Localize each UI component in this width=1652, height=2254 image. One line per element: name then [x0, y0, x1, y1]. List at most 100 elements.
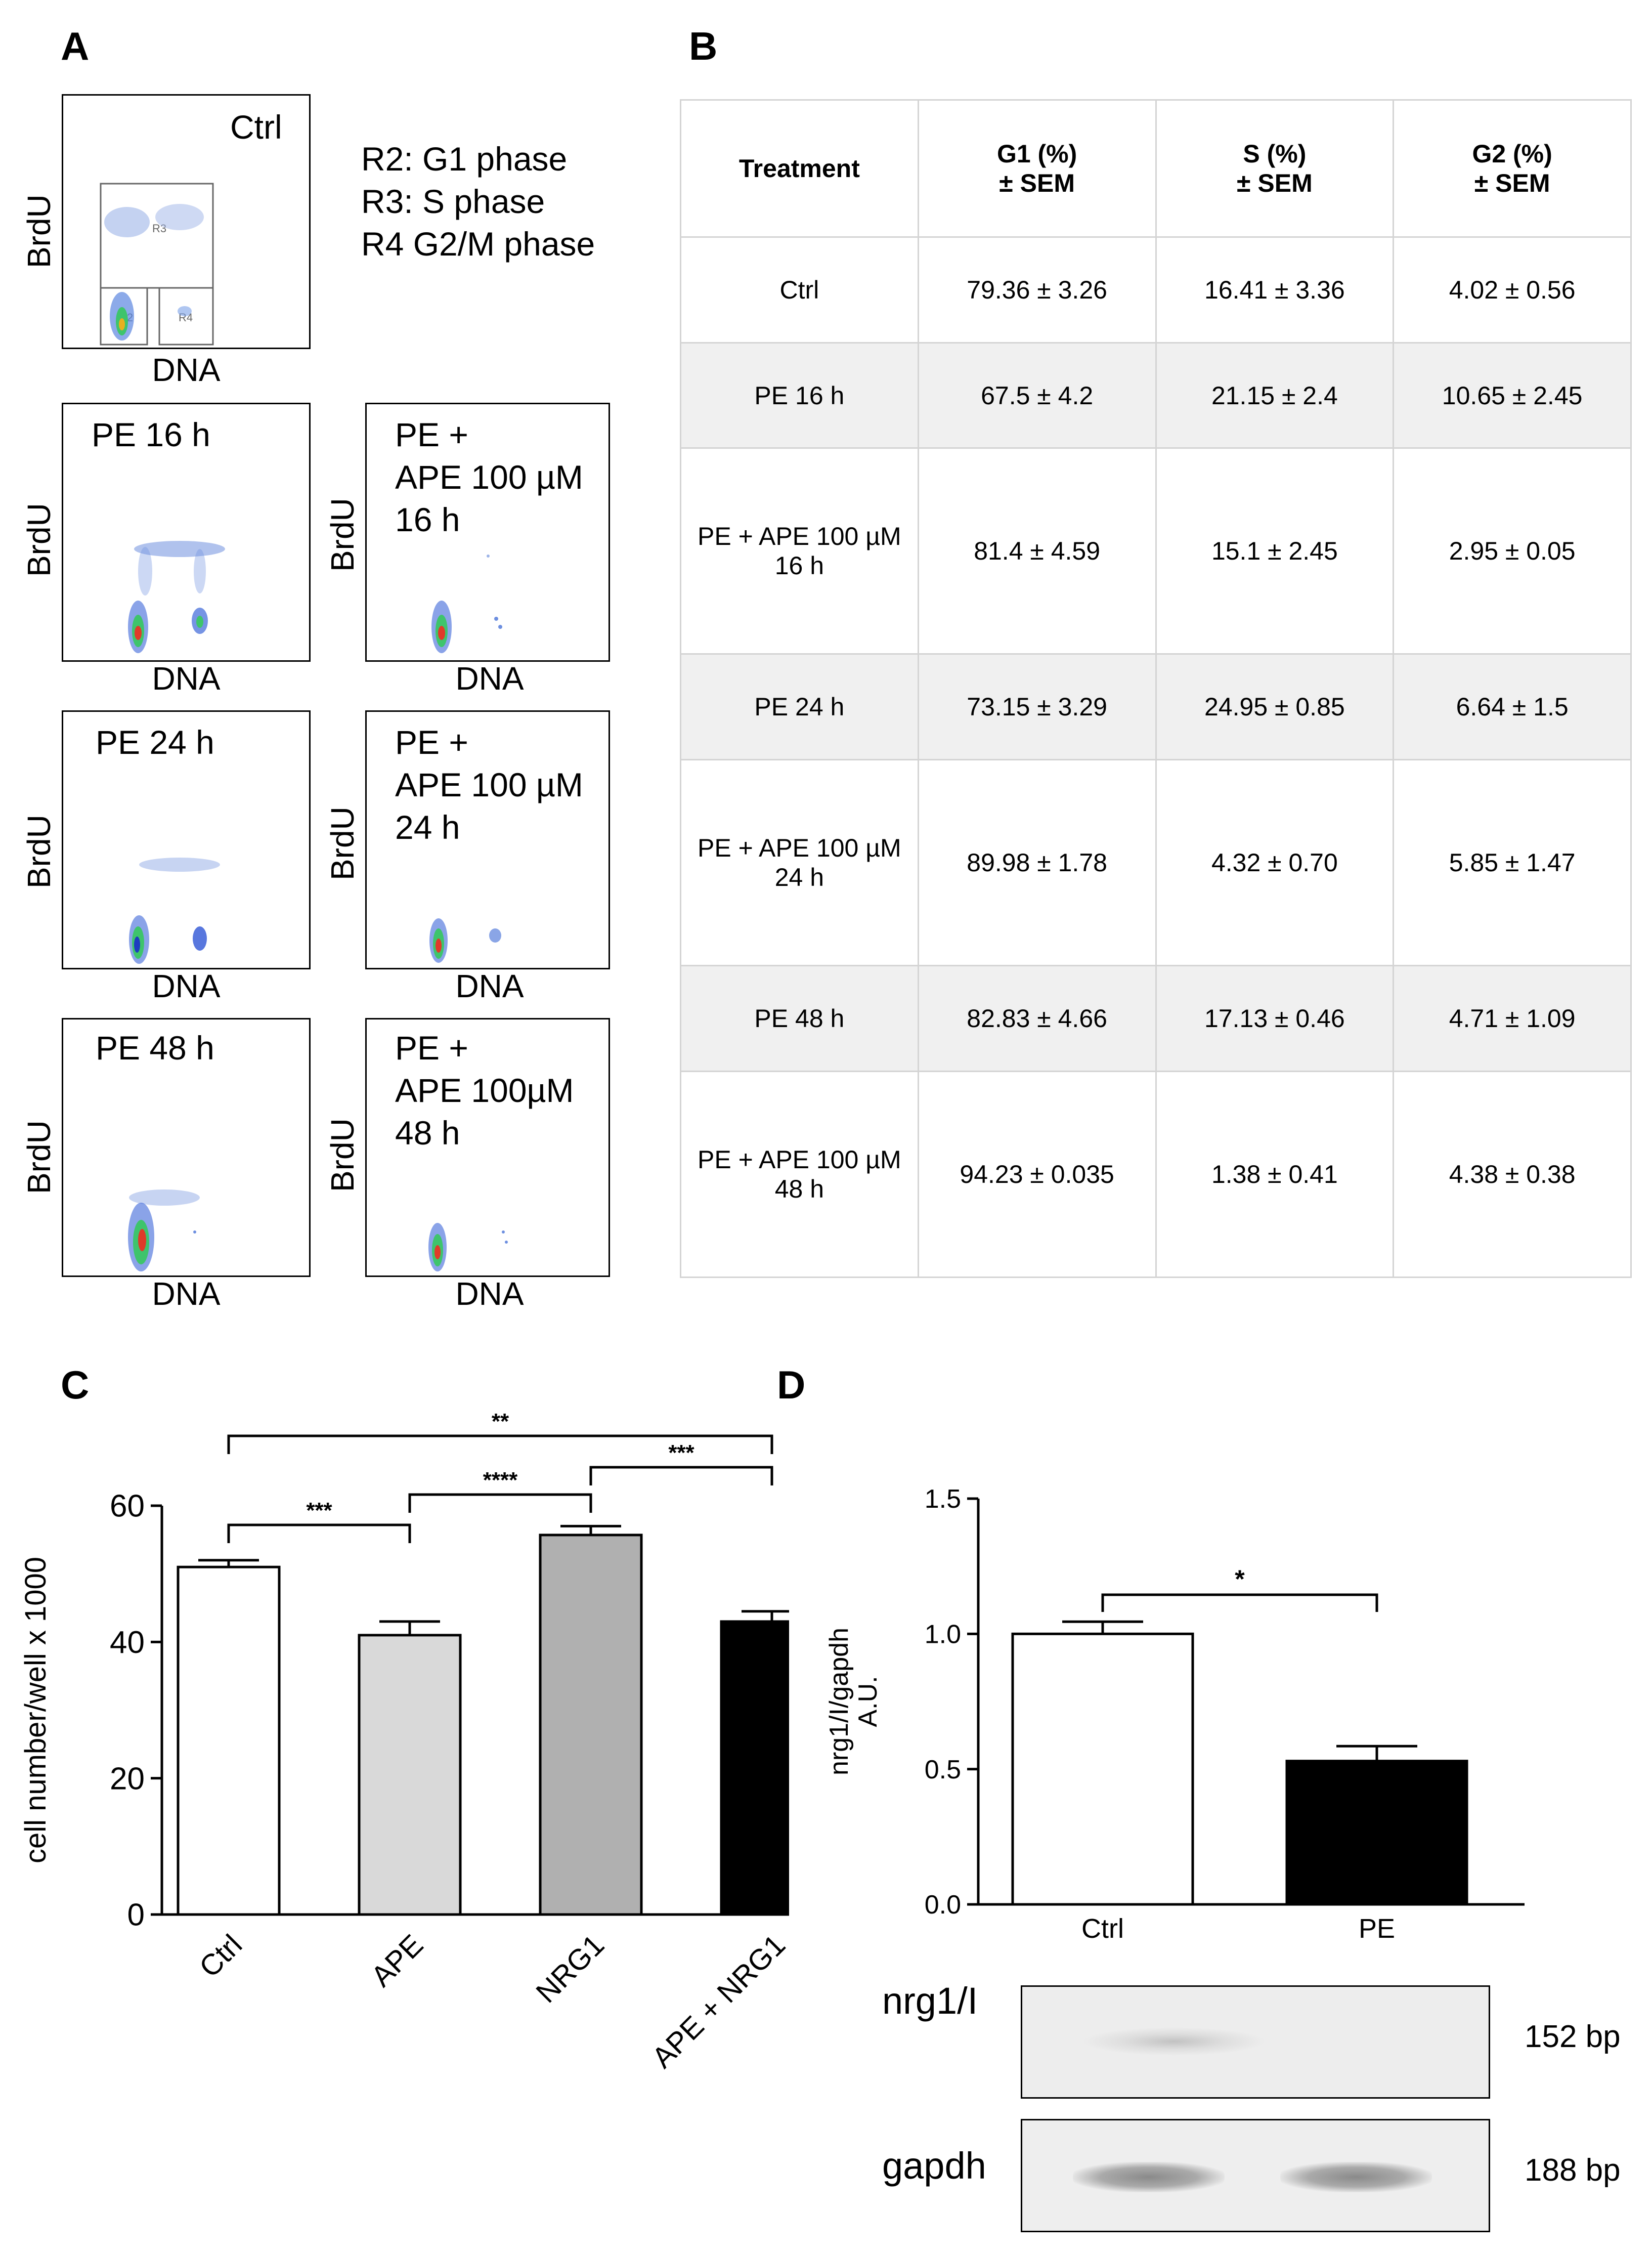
y-tick-label: 1.5	[925, 1484, 961, 1514]
bar-nrg1	[539, 1534, 643, 1916]
x-tick-label: APE	[365, 1928, 429, 1993]
flow-scatter	[429, 918, 501, 963]
header-treatment: Treatment	[680, 99, 919, 238]
flow-plot-title: Ctrl	[230, 108, 282, 146]
axis-label-x: DNA	[152, 968, 221, 1004]
y-axis-label: nrg1/I/gapdhA.U.	[824, 1628, 883, 1775]
axis-label-x: DNA	[152, 1275, 221, 1312]
gel-lane-gapdh	[1021, 2119, 1490, 2232]
panel-label-a: A	[61, 24, 90, 68]
panel-label-c: C	[61, 1363, 90, 1407]
significance-label: ***	[668, 1440, 694, 1465]
flow-plot-pe-ape-24h: PE + APE 100 µM 24 h	[365, 710, 610, 969]
y-tick-label: 0.5	[925, 1755, 961, 1784]
axis-label-y: BrdU	[324, 806, 361, 880]
bar-ape	[358, 1634, 462, 1916]
flow-scatter	[128, 541, 225, 653]
axis-label-y: BrdU	[324, 498, 361, 572]
flow-scatter: R3 R2 R4	[100, 183, 214, 346]
flow-plot-title: PE 48 h	[96, 1029, 214, 1067]
cell-treatment: PE 48 h	[680, 965, 919, 1072]
gate-r4	[158, 287, 214, 346]
y-axis-label: cell number/well x 1000	[19, 1557, 52, 1863]
gel-band-ctrl	[1073, 2162, 1225, 2192]
table-header-row: Treatment G1 (%) ± SEM S (%) ± SEM G2 (%…	[680, 99, 1632, 238]
header-s: S (%) ± SEM	[1155, 99, 1395, 238]
panel-label-b: B	[689, 24, 718, 68]
legend-r3: R3: S phase	[361, 183, 545, 220]
cell-s: 1.38 ± 0.41	[1155, 1070, 1395, 1279]
cell-g1: 79.36 ± 3.26	[917, 236, 1157, 344]
axis-label-x: DNA	[455, 1275, 524, 1312]
flow-plot-title: PE + APE 100 µM 16 h	[395, 416, 583, 538]
bar-pe	[1285, 1760, 1468, 1906]
cell-s: 21.15 ± 2.4	[1155, 342, 1395, 449]
flow-scatter	[129, 858, 220, 964]
cell-g2: 6.64 ± 1.5	[1393, 653, 1632, 761]
cell-g1: 81.4 ± 4.59	[917, 447, 1157, 655]
y-tick-label: 1.0	[925, 1620, 961, 1649]
cell-treatment: PE + APE 100 µM 24 h	[680, 759, 919, 967]
axis-label-x: DNA	[152, 352, 221, 388]
gate-r3	[100, 183, 214, 289]
y-tick-label: 60	[110, 1489, 145, 1524]
significance-label: ***	[306, 1498, 332, 1523]
gate-r2	[100, 287, 148, 346]
flow-plot-title: PE 16 h	[92, 416, 210, 453]
flow-plot-pe-16h: PE 16 h	[62, 403, 311, 662]
flow-plot-title: PE + APE 100 µM 24 h	[395, 724, 583, 846]
gel-label-gapdh: gapdh	[882, 2145, 986, 2187]
flow-plot-ctrl: Ctrl R3 R2 R4	[62, 94, 311, 349]
bar-ctrl	[1011, 1632, 1194, 1906]
cell-g2: 4.38 ± 0.38	[1393, 1070, 1632, 1279]
axis-label-x: DNA	[152, 660, 221, 697]
significance-bracket	[227, 1434, 773, 1454]
x-tick-label: Ctrl	[193, 1928, 248, 1984]
significance-label: **	[492, 1409, 509, 1434]
cell-treatment: PE + APE 100 µM 48 h	[680, 1070, 919, 1279]
significance-bracket	[1101, 1593, 1378, 1612]
table-row: PE 24 h 73.15 ± 3.29 24.95 ± 0.85 6.64 ±…	[680, 653, 1632, 761]
significance-bracket	[589, 1466, 773, 1485]
axis-label-y: BrdU	[21, 1120, 57, 1194]
gel-size-gapdh: 188 bp	[1525, 2153, 1621, 2188]
cell-g2: 2.95 ± 0.05	[1393, 447, 1632, 655]
table-row: PE + APE 100 µM 16 h 81.4 ± 4.59 15.1 ± …	[680, 447, 1632, 655]
gel-size-nrg1: 152 bp	[1525, 2019, 1621, 2054]
table-row: PE + APE 100 µM 24 h 89.98 ± 1.78 4.32 ±…	[680, 759, 1632, 967]
header-g2: G2 (%) ± SEM	[1393, 99, 1632, 238]
flow-scatter	[128, 1189, 200, 1271]
significance-label: *	[1235, 1565, 1245, 1593]
axis-label-x: DNA	[455, 660, 524, 697]
axis-label-y: BrdU	[324, 1118, 361, 1192]
cell-g2: 4.71 ± 1.09	[1393, 965, 1632, 1072]
cell-s: 17.13 ± 0.46	[1155, 965, 1395, 1072]
cell-s: 16.41 ± 3.36	[1155, 236, 1395, 344]
cell-treatment: PE 16 h	[680, 342, 919, 449]
bar-chart-d: 0.0 0.5 1.0 1.5 nrg1/I/gapdhA.U. Ctrl PE *	[824, 1484, 1525, 1944]
bar-chart-c: 0 20 40 60 cell number/well x 1000 Ctrl APE NRG…	[19, 1409, 789, 2074]
cell-g1: 94.23 ± 0.035	[917, 1070, 1157, 1279]
flow-scatter	[428, 1223, 508, 1271]
y-tick-label: 20	[110, 1761, 145, 1796]
flow-plot-pe-ape-16h: PE + APE 100 µM 16 h	[365, 403, 610, 662]
flow-plot-title: PE 24 h	[96, 724, 214, 761]
table-row: Ctrl 79.36 ± 3.26 16.41 ± 3.36 4.02 ± 0.…	[680, 236, 1632, 344]
gel-lane-nrg1	[1021, 1985, 1490, 2099]
table-row: PE 16 h 67.5 ± 4.2 21.15 ± 2.4 10.65 ± 2…	[680, 342, 1632, 449]
legend-r2: R2: G1 phase	[361, 140, 568, 178]
gel-label-nrg1: nrg1/I	[882, 1980, 978, 2022]
cell-g1: 82.83 ± 4.66	[917, 965, 1157, 1072]
flow-plot-pe-48h: PE 48 h	[62, 1018, 311, 1277]
phase-legend: R2: G1 phase R3: S phase R4 G2/M phase	[361, 138, 595, 265]
panel-label-d: D	[777, 1363, 806, 1407]
significance-bracket	[408, 1493, 592, 1513]
x-tick-label: APE + NRG1	[645, 1928, 789, 2074]
cell-treatment: Ctrl	[680, 236, 919, 344]
y-tick-label: 40	[110, 1625, 145, 1660]
cell-treatment: PE 24 h	[680, 653, 919, 761]
x-tick-label: PE	[1359, 1913, 1395, 1944]
flow-plot-title: PE + APE 100µM 48 h	[395, 1029, 574, 1152]
table-row: PE 48 h 82.83 ± 4.66 17.13 ± 0.46 4.71 ±…	[680, 965, 1632, 1072]
table-row: PE + APE 100 µM 48 h 94.23 ± 0.035 1.38 …	[680, 1070, 1632, 1279]
